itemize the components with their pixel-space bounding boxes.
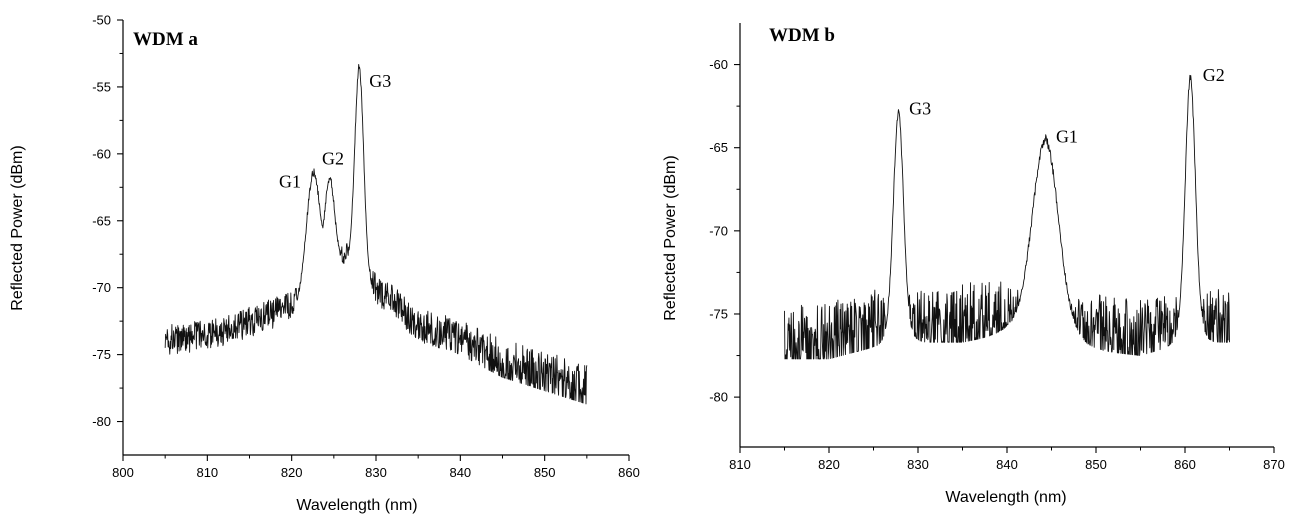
- peak-label-g1: G1: [279, 171, 301, 191]
- y-tick-label: -80: [92, 414, 111, 429]
- y-tick-label: -80: [709, 390, 728, 405]
- x-tick-label: 860: [618, 465, 640, 480]
- y-tick-label: -55: [92, 79, 111, 94]
- x-tick-label: 870: [1263, 457, 1285, 472]
- x-tick-label: 820: [818, 457, 840, 472]
- y-tick-label: -65: [709, 140, 728, 155]
- chart-title: WDM b: [769, 25, 835, 46]
- x-tick-label: 860: [1174, 457, 1196, 472]
- y-tick-label: -60: [92, 146, 111, 161]
- y-axis-label: Reflected Power (dBm): [9, 145, 26, 310]
- peak-label-g3: G3: [909, 98, 931, 118]
- x-tick-label: 820: [281, 465, 303, 480]
- x-tick-label: 840: [449, 465, 471, 480]
- peak-label-g3: G3: [369, 71, 391, 91]
- peak-label-g2: G2: [322, 149, 344, 169]
- x-tick-label: 840: [996, 457, 1018, 472]
- chart-title: WDM a: [133, 29, 198, 50]
- x-tick-label: 810: [196, 465, 218, 480]
- peak-label-g2: G2: [1203, 65, 1225, 85]
- x-tick-label: 830: [907, 457, 929, 472]
- y-tick-label: -75: [709, 306, 728, 321]
- y-axis-label: Reflected Power (dBm): [662, 155, 679, 320]
- peak-label-g1: G1: [1056, 127, 1078, 147]
- x-tick-label: 850: [1085, 457, 1107, 472]
- chart-wdm-a: 800 810 820 830 840 850 860 -50 -55 -60 -65 -70 -75 -…: [9, 13, 640, 515]
- x-axis-label: Wavelength (nm): [945, 489, 1066, 506]
- y-tick-label: -70: [709, 223, 728, 238]
- y-tick-label: -65: [92, 213, 111, 228]
- spectrum-series-line: [164, 63, 588, 405]
- x-tick-label: 830: [365, 465, 387, 480]
- x-axis-label: Wavelength (nm): [296, 497, 417, 514]
- y-tick-label: -60: [709, 57, 728, 72]
- x-tick-label: 850: [534, 465, 556, 480]
- x-tick-label: 810: [729, 457, 751, 472]
- y-tick-label: -50: [92, 13, 111, 28]
- y-tick-label: -75: [92, 347, 111, 362]
- y-tick-label: -70: [92, 280, 111, 295]
- spectrum-series-line: [784, 74, 1230, 360]
- chart-wdm-b: 810 820 830 840 850 860 870 -60 -65 -70 -75 -80 WDM…: [662, 23, 1285, 506]
- x-tick-label: 800: [112, 465, 134, 480]
